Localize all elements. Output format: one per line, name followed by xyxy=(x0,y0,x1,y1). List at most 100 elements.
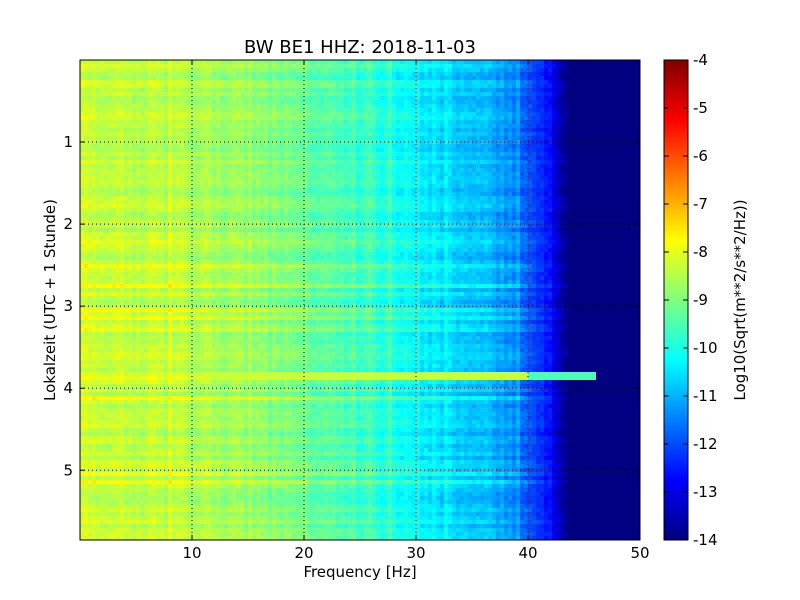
heatmap-cell xyxy=(132,104,137,109)
heatmap-cell xyxy=(404,160,409,165)
heatmap-cell xyxy=(508,120,513,125)
heatmap-cell xyxy=(400,100,405,105)
heatmap-cell xyxy=(636,72,640,77)
heatmap-cell xyxy=(488,148,493,153)
heatmap-cell xyxy=(292,136,297,141)
heatmap-cell xyxy=(368,160,373,165)
heatmap-cell xyxy=(324,152,329,157)
heatmap-cell xyxy=(368,92,373,97)
heatmap-cell xyxy=(428,164,433,169)
heatmap-cell xyxy=(296,92,301,97)
heatmap-cell xyxy=(140,160,145,165)
heatmap-cell xyxy=(240,96,245,101)
heatmap-cell xyxy=(208,132,213,137)
heatmap-cell xyxy=(472,196,477,201)
heatmap-cell xyxy=(292,112,297,117)
heatmap-cell xyxy=(444,116,449,121)
heatmap-cell xyxy=(104,160,109,165)
heatmap-cell xyxy=(96,160,101,165)
heatmap-cell xyxy=(132,148,137,153)
heatmap-cell xyxy=(156,164,161,169)
heatmap-cell xyxy=(412,76,417,81)
heatmap-cell xyxy=(492,128,497,133)
heatmap-cell xyxy=(360,68,365,73)
heatmap-cell xyxy=(152,188,157,193)
heatmap-cell xyxy=(508,80,513,85)
heatmap-cell xyxy=(244,60,249,65)
heatmap-cell xyxy=(588,104,593,109)
heatmap-cell xyxy=(196,112,201,117)
heatmap-cell xyxy=(240,124,245,129)
heatmap-cell xyxy=(464,144,469,149)
heatmap-cell xyxy=(132,164,137,169)
heatmap-cell xyxy=(324,200,329,205)
heatmap-cell xyxy=(100,144,105,149)
heatmap-cell xyxy=(472,160,477,165)
heatmap-cell xyxy=(444,76,449,81)
heatmap-cell xyxy=(144,156,149,161)
heatmap-cell xyxy=(400,96,405,101)
heatmap-cell xyxy=(332,88,337,93)
heatmap-cell xyxy=(244,68,249,73)
heatmap-cell xyxy=(488,144,493,149)
heatmap-cell xyxy=(184,160,189,165)
heatmap-cell xyxy=(632,132,637,137)
heatmap-cell xyxy=(604,160,609,165)
heatmap-cell xyxy=(352,120,357,125)
heatmap-cell xyxy=(572,64,577,69)
heatmap-cell xyxy=(264,80,269,85)
heatmap-cell xyxy=(428,92,433,97)
heatmap-cell xyxy=(632,176,637,181)
heatmap-cell xyxy=(196,68,201,73)
heatmap-cell xyxy=(300,112,305,117)
heatmap-cell xyxy=(88,120,93,125)
heatmap-cell xyxy=(188,104,193,109)
heatmap-cell xyxy=(600,88,605,93)
heatmap-cell xyxy=(168,108,173,113)
heatmap-cell xyxy=(156,188,161,193)
heatmap-cell xyxy=(140,156,145,161)
heatmap-cell xyxy=(200,196,205,201)
heatmap-cell xyxy=(132,172,137,177)
heatmap-cell xyxy=(84,104,89,109)
heatmap-cell xyxy=(548,124,553,129)
heatmap-cell xyxy=(296,124,301,129)
heatmap-cell xyxy=(468,124,473,129)
heatmap-cell xyxy=(88,144,93,149)
heatmap-cell xyxy=(460,88,465,93)
heatmap-cell xyxy=(228,184,233,189)
heatmap-cell xyxy=(336,104,341,109)
heatmap-cell xyxy=(84,144,89,149)
heatmap-cell xyxy=(616,88,621,93)
heatmap-cell xyxy=(312,172,317,177)
heatmap-cell xyxy=(132,128,137,133)
heatmap-cell xyxy=(188,176,193,181)
heatmap-cell xyxy=(504,156,509,161)
heatmap-cell xyxy=(192,88,197,93)
heatmap-cell xyxy=(412,192,417,197)
heatmap-cell xyxy=(148,152,153,157)
heatmap-cell xyxy=(432,124,437,129)
heatmap-cell xyxy=(92,160,97,165)
heatmap-cell xyxy=(80,96,85,101)
heatmap-cell xyxy=(116,188,121,193)
heatmap-cell xyxy=(108,168,113,173)
heatmap-cell xyxy=(380,192,385,197)
heatmap-cell xyxy=(140,164,145,169)
heatmap-cell xyxy=(356,120,361,125)
heatmap-cell xyxy=(476,100,481,105)
heatmap-cell xyxy=(500,104,505,109)
heatmap-cell xyxy=(356,168,361,173)
heatmap-cell xyxy=(328,72,333,77)
heatmap-cell xyxy=(396,124,401,129)
heatmap-cell xyxy=(396,88,401,93)
heatmap-cell xyxy=(448,72,453,77)
heatmap-cell xyxy=(372,176,377,181)
heatmap-cell xyxy=(380,200,385,205)
heatmap-cell xyxy=(464,88,469,93)
heatmap-cell xyxy=(132,180,137,185)
heatmap-cell xyxy=(588,156,593,161)
heatmap-cell xyxy=(360,176,365,181)
heatmap-cell xyxy=(84,120,89,125)
heatmap-cell xyxy=(276,140,281,145)
